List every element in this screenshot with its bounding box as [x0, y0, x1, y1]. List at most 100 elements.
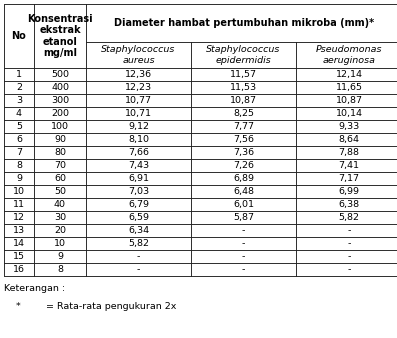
Bar — [4, 185, 34, 198]
Text: 12,23: 12,23 — [125, 83, 152, 92]
Text: 6,59: 6,59 — [128, 213, 149, 222]
Text: Staphylococcus
aureus: Staphylococcus aureus — [101, 45, 176, 65]
Text: 60: 60 — [54, 174, 66, 183]
Text: 6: 6 — [16, 135, 22, 144]
Bar — [86, 263, 191, 276]
Bar — [86, 42, 191, 68]
Text: 6,91: 6,91 — [128, 174, 149, 183]
Text: 7,36: 7,36 — [233, 148, 254, 157]
Text: -: - — [347, 265, 351, 274]
Bar — [296, 68, 397, 81]
Bar — [86, 237, 191, 250]
Text: 40: 40 — [54, 200, 66, 209]
Bar — [191, 42, 296, 68]
Text: 13: 13 — [13, 226, 25, 235]
Bar — [296, 211, 397, 224]
Bar — [296, 159, 397, 172]
Bar — [4, 68, 34, 81]
Text: 8: 8 — [57, 265, 63, 274]
Text: 7,43: 7,43 — [128, 161, 149, 170]
Text: 12,36: 12,36 — [125, 70, 152, 79]
Bar — [191, 107, 296, 120]
Bar — [4, 237, 34, 250]
Bar — [191, 237, 296, 250]
Text: 2: 2 — [16, 83, 22, 92]
Text: 6,38: 6,38 — [338, 200, 360, 209]
Bar — [86, 211, 191, 224]
Text: 50: 50 — [54, 187, 66, 196]
Bar — [34, 263, 86, 276]
Bar — [34, 81, 86, 94]
Bar — [4, 172, 34, 185]
Text: 10,77: 10,77 — [125, 96, 152, 105]
Text: 10: 10 — [54, 239, 66, 248]
Text: 7,77: 7,77 — [233, 122, 254, 131]
Bar — [34, 159, 86, 172]
Bar — [86, 81, 191, 94]
Text: 7,26: 7,26 — [233, 161, 254, 170]
Bar — [191, 185, 296, 198]
Text: = Rata-rata pengukuran 2x: = Rata-rata pengukuran 2x — [46, 302, 176, 311]
Bar — [296, 237, 397, 250]
Bar — [296, 120, 397, 133]
Bar — [34, 4, 86, 68]
Text: -: - — [242, 252, 245, 261]
Bar — [191, 146, 296, 159]
Bar — [296, 263, 397, 276]
Bar — [86, 198, 191, 211]
Bar — [296, 185, 397, 198]
Text: -: - — [347, 239, 351, 248]
Bar — [86, 146, 191, 159]
Bar — [4, 81, 34, 94]
Bar — [86, 159, 191, 172]
Bar — [191, 172, 296, 185]
Bar — [34, 94, 86, 107]
Bar — [86, 68, 191, 81]
Text: 6,79: 6,79 — [128, 200, 149, 209]
Text: 8,10: 8,10 — [128, 135, 149, 144]
Text: 14: 14 — [13, 239, 25, 248]
Text: 100: 100 — [51, 122, 69, 131]
Text: 400: 400 — [51, 83, 69, 92]
Bar — [191, 120, 296, 133]
Bar — [296, 94, 397, 107]
Text: 9,12: 9,12 — [128, 122, 149, 131]
Bar — [4, 263, 34, 276]
Text: 7,88: 7,88 — [339, 148, 360, 157]
Text: Pseudomonas
aeruginosa: Pseudomonas aeruginosa — [316, 45, 382, 65]
Text: 7: 7 — [16, 148, 22, 157]
Text: Keterangan :: Keterangan : — [4, 284, 65, 293]
Bar — [34, 107, 86, 120]
Text: 6,01: 6,01 — [233, 200, 254, 209]
Bar — [86, 172, 191, 185]
Bar — [191, 94, 296, 107]
Text: -: - — [242, 226, 245, 235]
Bar — [191, 133, 296, 146]
Text: -: - — [137, 265, 140, 274]
Bar — [86, 224, 191, 237]
Text: 7,03: 7,03 — [128, 187, 149, 196]
Bar — [191, 250, 296, 263]
Bar — [4, 224, 34, 237]
Bar — [86, 250, 191, 263]
Bar — [4, 159, 34, 172]
Bar — [4, 198, 34, 211]
Bar — [34, 146, 86, 159]
Text: 8: 8 — [16, 161, 22, 170]
Text: 80: 80 — [54, 148, 66, 157]
Text: 10,87: 10,87 — [230, 96, 257, 105]
Text: 6,99: 6,99 — [339, 187, 360, 196]
Text: 7,56: 7,56 — [233, 135, 254, 144]
Text: 9: 9 — [57, 252, 63, 261]
Text: 7,41: 7,41 — [339, 161, 360, 170]
Bar — [86, 185, 191, 198]
Text: -: - — [242, 239, 245, 248]
Bar — [34, 224, 86, 237]
Bar — [4, 4, 34, 68]
Bar — [86, 133, 191, 146]
Text: 10,14: 10,14 — [335, 109, 362, 118]
Text: 11: 11 — [13, 200, 25, 209]
Text: 90: 90 — [54, 135, 66, 144]
Text: -: - — [347, 252, 351, 261]
Bar — [86, 94, 191, 107]
